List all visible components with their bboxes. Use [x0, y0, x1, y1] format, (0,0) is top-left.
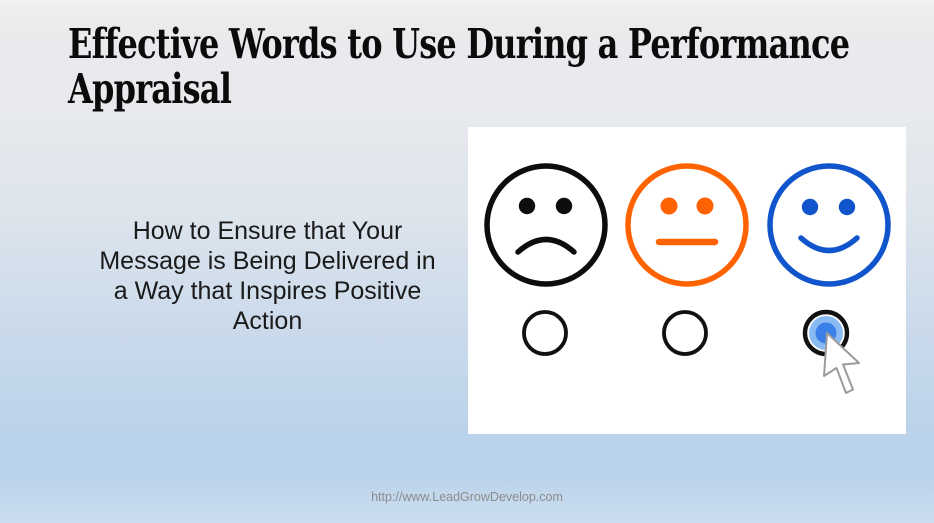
sad-face-icon	[484, 163, 608, 287]
feedback-faces-image	[468, 127, 906, 434]
slide-subtitle: How to Ensure that Your Message is Being…	[40, 216, 495, 336]
slide-subtitle-line-1: How to Ensure that Your	[132, 217, 403, 245]
slide-title-line-2: Appraisal	[68, 65, 232, 113]
neutral-radio[interactable]	[662, 310, 708, 356]
slide-title-line-1: Effective Words to Use During a Performa…	[68, 20, 850, 68]
arrow-cursor-icon	[823, 332, 860, 394]
sad-radio[interactable]	[522, 310, 568, 356]
footer-url: http://www.LeadGrowDevelop.com	[371, 490, 563, 504]
neutral-face-icon	[625, 163, 749, 287]
slide-subtitle-line-3: a Way that Inspires Positive	[113, 277, 422, 305]
slide-subtitle-line-2: Message is Being Delivered in	[99, 247, 436, 275]
slide-title: Effective Words to Use During a Performa…	[68, 20, 850, 113]
slide-subtitle-line-4: Action	[232, 307, 303, 335]
happy-face-icon	[767, 163, 891, 287]
